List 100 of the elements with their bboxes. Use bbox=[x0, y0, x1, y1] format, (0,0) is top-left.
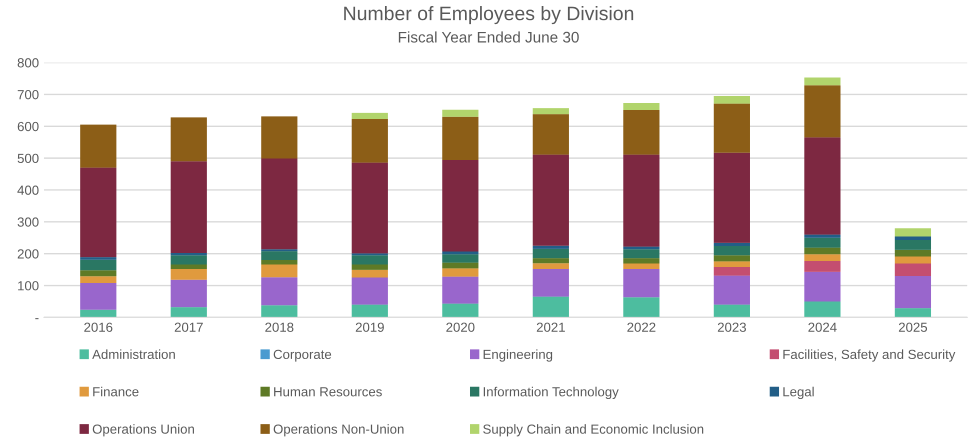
bar bbox=[804, 85, 841, 138]
bar bbox=[623, 268, 660, 298]
y-tick-label: 200 bbox=[18, 249, 39, 259]
bar bbox=[261, 116, 298, 158]
legend-label: Administration bbox=[92, 349, 175, 360]
bar bbox=[714, 96, 750, 104]
bar bbox=[714, 261, 750, 268]
bar bbox=[804, 261, 841, 272]
x-tick-label: 2017 bbox=[174, 322, 203, 332]
bar bbox=[623, 110, 660, 155]
bar bbox=[714, 242, 750, 246]
bar bbox=[894, 240, 932, 250]
bar bbox=[80, 257, 116, 260]
bar bbox=[804, 248, 841, 254]
bar bbox=[532, 154, 569, 246]
bar bbox=[714, 152, 750, 243]
bar bbox=[352, 270, 388, 278]
bar bbox=[352, 255, 388, 264]
bar bbox=[442, 116, 478, 160]
bar bbox=[170, 307, 207, 318]
bar bbox=[894, 236, 932, 240]
bar bbox=[352, 112, 388, 119]
bar bbox=[623, 264, 660, 269]
bar bbox=[804, 238, 841, 248]
bar bbox=[532, 296, 569, 318]
legend-label: Operations Union bbox=[92, 424, 194, 436]
bar bbox=[894, 256, 932, 264]
bar bbox=[80, 124, 116, 168]
y-tick-label: 600 bbox=[18, 122, 39, 132]
bar bbox=[532, 246, 569, 249]
bar bbox=[804, 272, 841, 302]
legend-label: Supply Chain and Economic Inclusion bbox=[483, 424, 704, 436]
bar bbox=[714, 304, 750, 318]
legend-label: Finance bbox=[93, 386, 138, 396]
bar bbox=[623, 249, 660, 258]
bar bbox=[623, 258, 660, 264]
bar bbox=[352, 304, 388, 318]
bar bbox=[714, 255, 750, 262]
bar bbox=[442, 304, 478, 318]
bar bbox=[352, 278, 388, 305]
x-tick-label: 2022 bbox=[627, 322, 656, 332]
x-tick-label: 2023 bbox=[718, 322, 746, 332]
bar bbox=[261, 305, 298, 318]
legend-label: Human Resources bbox=[274, 387, 382, 396]
bar bbox=[170, 264, 207, 269]
bar bbox=[352, 118, 388, 163]
bar bbox=[894, 250, 932, 257]
bar bbox=[804, 234, 841, 238]
bar bbox=[714, 276, 750, 305]
x-tick-label: 2016 bbox=[84, 322, 112, 332]
chart-title: Number of Employees by Division bbox=[344, 6, 634, 24]
bar bbox=[352, 264, 388, 270]
y-tick-label: 400 bbox=[17, 186, 39, 195]
bar bbox=[261, 158, 298, 250]
bar bbox=[623, 246, 660, 250]
chart-subtitle: Fiscal Year Ended June 30 bbox=[398, 31, 579, 43]
legend-label: Legal bbox=[783, 386, 814, 400]
y-tick-label: - bbox=[35, 318, 39, 320]
bar bbox=[894, 308, 932, 318]
bar bbox=[894, 264, 932, 276]
bar bbox=[170, 117, 207, 162]
bar bbox=[894, 228, 932, 236]
bar bbox=[804, 137, 841, 235]
legend-label: Information Technology bbox=[484, 386, 619, 400]
bar bbox=[442, 276, 478, 304]
y-tick-label: 100 bbox=[18, 281, 39, 290]
bar bbox=[170, 280, 207, 308]
bar bbox=[532, 268, 569, 297]
bar bbox=[532, 248, 569, 258]
legend-label: Engineering bbox=[484, 349, 552, 362]
bar bbox=[532, 114, 569, 155]
bar bbox=[532, 263, 569, 269]
bar bbox=[804, 78, 841, 86]
x-tick-label: 2025 bbox=[898, 322, 928, 332]
bar bbox=[80, 260, 116, 270]
bar bbox=[714, 267, 750, 276]
legend-label: Operations Non-Union bbox=[274, 424, 404, 436]
bar bbox=[714, 104, 750, 153]
bar bbox=[170, 255, 207, 264]
bar bbox=[170, 161, 207, 254]
bar bbox=[804, 301, 841, 318]
bar bbox=[623, 154, 660, 247]
bar bbox=[80, 282, 116, 310]
bar bbox=[442, 262, 478, 268]
bar bbox=[170, 268, 207, 280]
x-tick-label: 2024 bbox=[808, 322, 837, 332]
bar bbox=[532, 258, 569, 264]
y-tick-label: 800 bbox=[18, 58, 39, 68]
legend-label: Corporate bbox=[274, 350, 332, 362]
bar bbox=[261, 251, 298, 260]
x-tick-label: 2020 bbox=[446, 322, 474, 332]
bar bbox=[442, 110, 478, 117]
bar bbox=[714, 246, 750, 256]
y-tick-label: 700 bbox=[18, 90, 39, 100]
bar bbox=[261, 264, 298, 278]
x-tick-label: 2021 bbox=[536, 322, 565, 332]
bar bbox=[442, 254, 478, 263]
y-tick-label: 500 bbox=[18, 154, 39, 164]
bar bbox=[80, 168, 116, 258]
bar bbox=[532, 108, 569, 114]
